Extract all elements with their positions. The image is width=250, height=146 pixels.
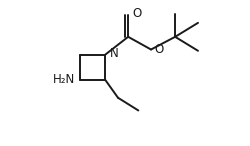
Text: H₂N: H₂N — [52, 73, 75, 86]
Text: O: O — [132, 7, 141, 20]
Text: N: N — [110, 47, 118, 60]
Text: O: O — [155, 43, 164, 56]
